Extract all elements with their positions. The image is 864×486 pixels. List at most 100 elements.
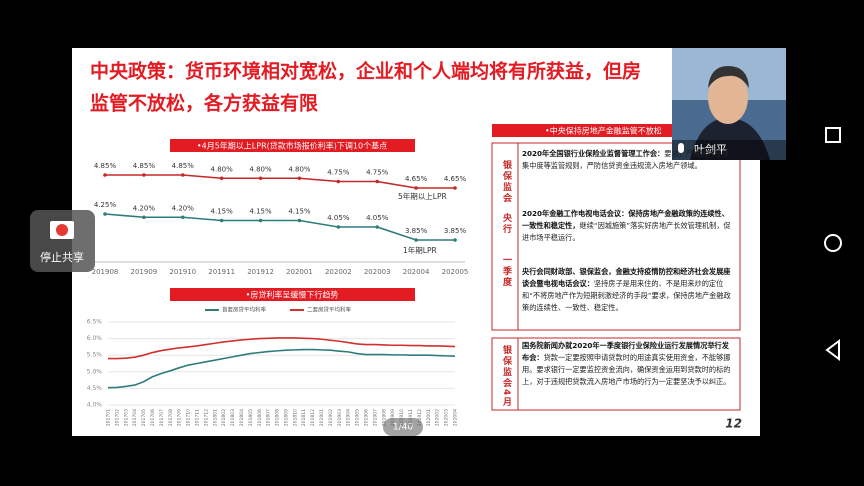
x-tick-label: 202004 xyxy=(403,268,430,276)
paragraph-body: 坚持房子是用来住的、不是用来炒的定位和“不将房地产作为短期刺激经济的手段”要求，… xyxy=(522,279,731,312)
x-tick-label: 201901 xyxy=(319,409,325,426)
point xyxy=(336,225,341,229)
point xyxy=(219,218,224,223)
x-tick-label: 202002 xyxy=(325,268,352,276)
value-label: 4.05% xyxy=(327,214,350,222)
page-number: 12 xyxy=(725,417,742,431)
y-tick-label: 5.0% xyxy=(87,368,103,375)
stop-share-button[interactable]: 停止共享 xyxy=(30,210,95,272)
page-indicator-bg xyxy=(383,418,423,436)
x-tick-label: 202001 xyxy=(286,268,313,276)
point xyxy=(103,212,107,216)
x-tick-label: 201808 xyxy=(275,409,281,426)
point xyxy=(142,215,146,220)
x-tick-label: 202005 xyxy=(442,268,469,276)
point xyxy=(336,179,341,184)
x-tick-label: 201908 xyxy=(381,409,387,426)
x-tick-label: 201811 xyxy=(301,409,307,426)
point xyxy=(375,225,380,229)
x-tick-label: 201702 xyxy=(114,409,120,426)
paragraph-body: 贷款一定要按照申请贷款时的用途真实使用资金，不能够挪用。要求银行一定要监控资金流… xyxy=(522,353,731,386)
x-tick-label: 201805 xyxy=(248,409,254,426)
chart-title: •房贷利率呈缓慢下行趋势 xyxy=(246,290,339,300)
x-tick-label: 201712 xyxy=(203,409,209,426)
page-indicator: 1/40 xyxy=(393,423,413,433)
x-tick-label: 201911 xyxy=(408,409,414,426)
source-label: 银保监会 xyxy=(501,160,511,204)
value-label: 4.15% xyxy=(249,208,272,216)
x-tick-label: 202004 xyxy=(453,409,459,426)
y-tick-label: 4.0% xyxy=(87,402,103,409)
x-tick-label: 202003 xyxy=(364,268,391,276)
text-box xyxy=(517,142,741,331)
x-tick-label: 201807 xyxy=(266,409,272,426)
panel-title: •中央保持房地产金融监管不放松 xyxy=(545,126,662,136)
x-tick-label: 201912 xyxy=(417,409,423,426)
legend-label: 二套房贷平均利率 xyxy=(307,306,352,314)
video-thumbnail: 叶剑平 xyxy=(672,48,786,160)
y-tick-label: 4.5% xyxy=(87,385,103,392)
chart-title: •4月5年期以上LPR(贷款市场报价利率)下调10个基点 xyxy=(197,141,387,151)
series-line xyxy=(105,174,455,189)
point xyxy=(219,176,224,181)
value-label: 4.05% xyxy=(366,214,389,222)
x-tick-label: 201911 xyxy=(208,268,235,276)
source-label: 一季度 xyxy=(501,255,511,288)
x-tick-label: 201810 xyxy=(292,409,298,426)
value-label: 4.85% xyxy=(172,162,195,170)
x-tick-label: 202002 xyxy=(435,409,441,426)
value-label: 3.85% xyxy=(405,227,428,235)
policy-paragraph: 国务院新闻办就2020年一季度银行业保险业运行发展情况举行发布会：贷款一定要按照… xyxy=(522,340,736,388)
value-label: 4.65% xyxy=(444,175,467,183)
policy-paragraph: 2020年金融工作电视电话会议：保持房地产金融政策的连续性、一致性和稳定性，继续… xyxy=(522,208,736,244)
point xyxy=(258,176,263,181)
speaker-name: 叶剑平 xyxy=(694,142,727,156)
value-label: 4.15% xyxy=(211,208,234,216)
x-tick-label: 201909 xyxy=(131,268,158,276)
x-tick-label: 201905 xyxy=(355,409,361,426)
x-tick-label: 201902 xyxy=(328,409,334,426)
x-tick-label: 201705 xyxy=(141,409,147,426)
value-label: 4.25% xyxy=(94,201,117,209)
home-button[interactable] xyxy=(824,234,842,252)
point xyxy=(103,173,107,177)
x-tick-label: 201910 xyxy=(169,268,196,276)
x-tick-label: 201703 xyxy=(123,409,129,426)
value-label: 4.15% xyxy=(288,208,311,216)
x-tick-label: 201710 xyxy=(186,409,192,426)
point xyxy=(297,218,302,223)
x-tick-label: 201806 xyxy=(257,409,263,426)
source-label: 银保监会4月 xyxy=(501,345,511,409)
x-tick-label: 201706 xyxy=(150,409,156,426)
value-label: 4.75% xyxy=(327,169,350,177)
value-label: 4.75% xyxy=(366,169,389,177)
value-label: 4.80% xyxy=(249,165,272,173)
paragraph-lead: 2020年金融工作电视电话会议：保持房地产金融政策的连续性、一致性和稳定性， xyxy=(522,209,729,230)
chart-header xyxy=(170,288,415,301)
x-tick-label: 201801 xyxy=(212,409,218,426)
policy-paragraph: 2020年全国银行业保险业监督管理工作会：要求，严格执行授信集中度等监管规则，严… xyxy=(522,148,736,172)
series-annotation: 1年期LPR xyxy=(403,245,437,255)
slide-title: 中央政策：货币环境相对宽松，企业和个人端均将有所获益，但房 xyxy=(90,60,641,83)
paragraph-lead: 2020年全国银行业保险业监督管理工作会： xyxy=(522,149,665,158)
series-line xyxy=(108,337,456,360)
x-tick-label: 201704 xyxy=(132,409,138,426)
back-button[interactable] xyxy=(825,339,840,361)
chart-header xyxy=(170,139,415,152)
x-tick-label: 201709 xyxy=(177,409,183,426)
paragraph-body: 要求，严格执行授信集中度等监管规则，严防信贷资金违规流入房地产领域。 xyxy=(522,149,729,170)
x-tick-label: 201904 xyxy=(346,409,352,426)
point xyxy=(297,176,302,181)
stop-share-label[interactable]: 停止共享 xyxy=(40,250,84,264)
policy-paragraph: 央行会同财政部、银保监会，金融支持疫情防控和经济社会发展座谈会暨电视电话会议：坚… xyxy=(522,266,736,314)
x-tick-label: 201909 xyxy=(390,409,396,426)
x-tick-label: 202001 xyxy=(426,409,432,426)
x-tick-label: 201910 xyxy=(399,409,405,426)
x-tick-label: 201802 xyxy=(221,409,227,426)
source-label: 央行 xyxy=(501,213,511,235)
recent-apps-button[interactable] xyxy=(825,127,841,143)
value-label: 3.85% xyxy=(444,227,467,235)
value-label: 4.20% xyxy=(133,204,156,212)
